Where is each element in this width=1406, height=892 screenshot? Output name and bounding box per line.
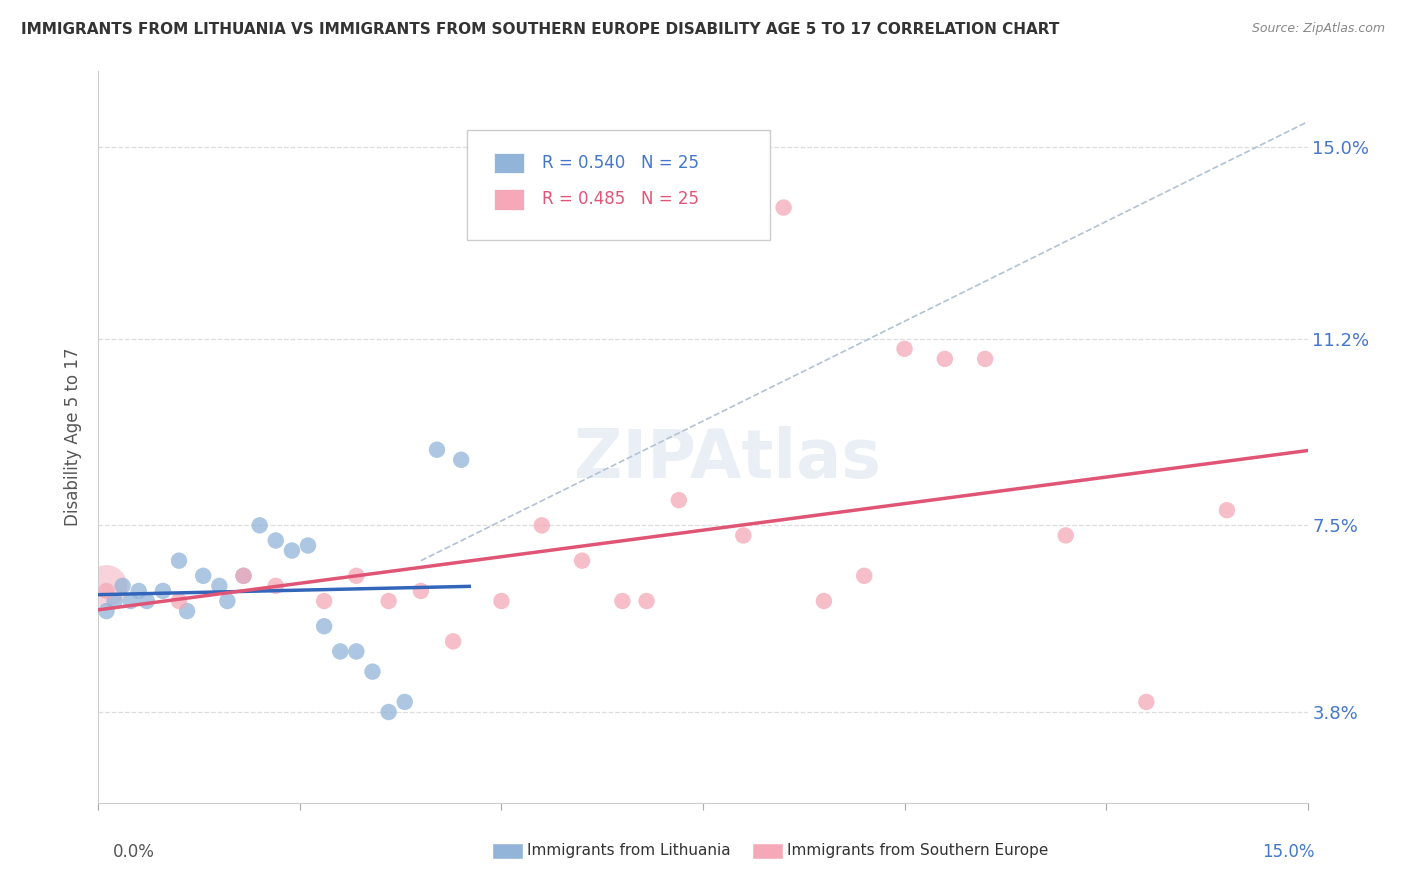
Text: R = 0.485   N = 25: R = 0.485 N = 25 <box>543 190 699 209</box>
Point <box>167 554 190 568</box>
Point <box>772 201 794 215</box>
Point <box>426 442 449 457</box>
Point <box>314 619 336 633</box>
Bar <box>494 189 524 210</box>
Point <box>1135 695 1157 709</box>
Point <box>450 452 472 467</box>
Point <box>96 583 118 598</box>
Point <box>135 594 157 608</box>
Point <box>361 665 384 679</box>
Point <box>344 644 367 658</box>
Point <box>152 583 174 598</box>
Text: Source: ZipAtlas.com: Source: ZipAtlas.com <box>1251 22 1385 36</box>
Point <box>377 705 399 719</box>
Point <box>232 569 254 583</box>
Point <box>297 539 319 553</box>
Point <box>208 579 231 593</box>
Point <box>571 554 593 568</box>
Point <box>813 594 835 608</box>
Point <box>1216 503 1239 517</box>
FancyBboxPatch shape <box>467 130 769 240</box>
Point <box>612 594 634 608</box>
Point <box>96 579 118 593</box>
Point <box>103 594 125 608</box>
Text: ZIPAtlas: ZIPAtlas <box>574 426 880 492</box>
Point <box>217 594 239 608</box>
Point <box>120 594 142 608</box>
Point <box>636 594 658 608</box>
Point <box>441 634 464 648</box>
Text: Immigrants from Lithuania: Immigrants from Lithuania <box>527 844 731 858</box>
Point <box>491 594 513 608</box>
Text: 0.0%: 0.0% <box>112 843 155 861</box>
Point <box>128 583 150 598</box>
Y-axis label: Disability Age 5 to 17: Disability Age 5 to 17 <box>65 348 83 526</box>
Point <box>733 528 755 542</box>
Text: IMMIGRANTS FROM LITHUANIA VS IMMIGRANTS FROM SOUTHERN EUROPE DISABILITY AGE 5 TO: IMMIGRANTS FROM LITHUANIA VS IMMIGRANTS … <box>21 22 1060 37</box>
Text: Immigrants from Southern Europe: Immigrants from Southern Europe <box>787 844 1049 858</box>
Point <box>409 583 432 598</box>
Point <box>314 594 336 608</box>
Point <box>344 569 367 583</box>
Point <box>167 594 190 608</box>
Text: R = 0.540   N = 25: R = 0.540 N = 25 <box>543 153 699 172</box>
Point <box>1054 528 1077 542</box>
Point <box>264 579 287 593</box>
Point <box>934 351 956 366</box>
Point <box>394 695 416 709</box>
Point <box>893 342 915 356</box>
Bar <box>494 153 524 173</box>
Point <box>249 518 271 533</box>
Text: 15.0%: 15.0% <box>1263 843 1315 861</box>
Point <box>281 543 304 558</box>
Point <box>974 351 997 366</box>
Point <box>176 604 198 618</box>
Point <box>853 569 876 583</box>
Point <box>329 644 352 658</box>
Point <box>668 493 690 508</box>
Point <box>530 518 553 533</box>
Point <box>264 533 287 548</box>
Point <box>111 579 134 593</box>
Point <box>377 594 399 608</box>
Point <box>96 604 118 618</box>
Point <box>193 569 215 583</box>
Point <box>232 569 254 583</box>
